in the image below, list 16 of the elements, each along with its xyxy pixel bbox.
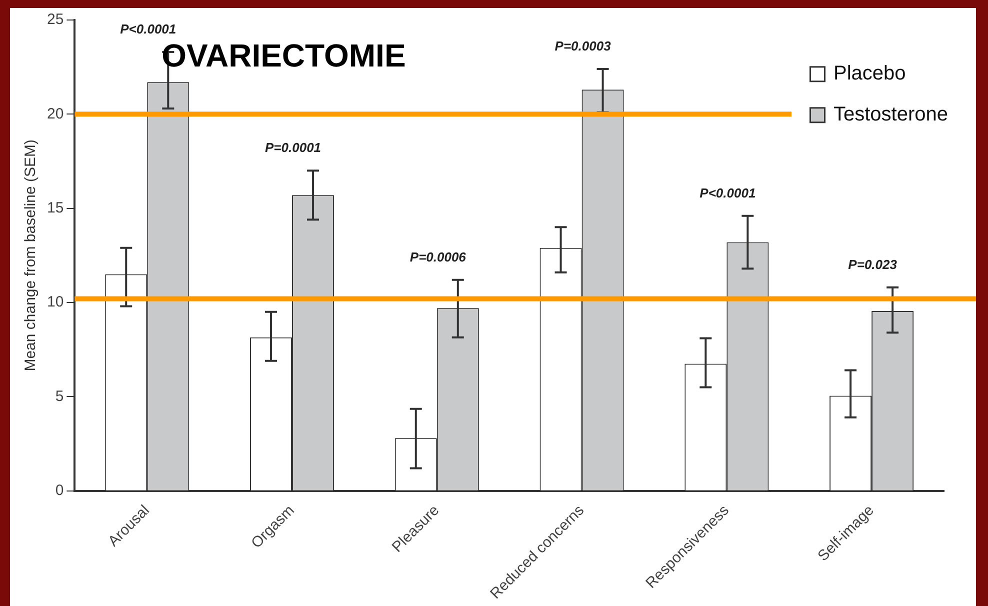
annotation: P<0.0001 bbox=[700, 185, 756, 200]
annotation: P=0.0006 bbox=[410, 249, 467, 264]
annotation: P=0.0003 bbox=[554, 38, 612, 54]
y-tick-label: 20 bbox=[46, 105, 64, 122]
legend-label: Placebo bbox=[833, 62, 906, 85]
y-tick-label: 15 bbox=[46, 199, 64, 216]
text: OVARIECTOMIE bbox=[162, 37, 406, 74]
y-tick-label: 25 bbox=[46, 11, 64, 28]
y-tick-label: 0 bbox=[55, 482, 64, 499]
y-axis-title: Mean change from baseline (SEM) bbox=[22, 140, 40, 372]
annotation: P=0.023 bbox=[848, 257, 898, 272]
legend-label: Testosterone bbox=[833, 104, 948, 126]
y-tick-label: 10 bbox=[46, 294, 64, 311]
annotation: P=0.0001 bbox=[265, 140, 322, 156]
y-tick-label: 5 bbox=[55, 388, 64, 405]
annotation: P<0.0001 bbox=[120, 22, 176, 37]
